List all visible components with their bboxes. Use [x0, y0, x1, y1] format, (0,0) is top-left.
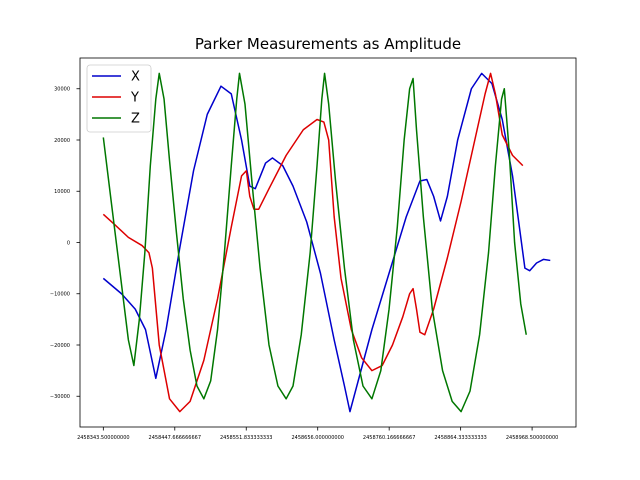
series-line-y: [102, 72, 524, 413]
legend: XYZ: [86, 64, 152, 133]
plot-area: [79, 57, 577, 428]
x-tick-label: 2458551.833333333: [220, 435, 273, 441]
y-tick-label: −20000: [50, 343, 70, 349]
legend-label-y: Y: [130, 91, 139, 106]
y-tick-label: −10000: [50, 292, 70, 298]
x-tick-label: 2458760.166666667: [363, 435, 416, 441]
series-line-x: [102, 72, 551, 413]
x-tick-label: 2458864.333333333: [434, 435, 487, 441]
y-tick-label: −30000: [50, 394, 70, 400]
x-tick-label: 2458968.500000000: [506, 435, 559, 441]
legend-box: [86, 64, 152, 133]
series-layer: [102, 72, 551, 413]
series-line-z: [102, 72, 527, 413]
x-tick-label: 2458343.500000000: [77, 435, 130, 441]
x-tick-label: 2458656.000000000: [291, 435, 344, 441]
y-tick-label: 30000: [54, 87, 70, 93]
y-tick-label: 10000: [54, 189, 70, 195]
y-tick-label: 0: [67, 240, 70, 246]
y-axis: −30000 −20000 −10000 0 10000 20000 30000: [50, 87, 80, 400]
legend-entries: XYZ: [92, 70, 140, 127]
x-axis: 2458343.500000000 2458447.666666667 245855…: [77, 427, 558, 441]
x-tick-label: 2458447.666666667: [149, 435, 202, 441]
legend-label-z: Z: [131, 112, 140, 127]
chart-title: Parker Measurements as Amplitude: [195, 35, 461, 53]
y-tick-label: 20000: [54, 138, 70, 144]
legend-label-x: X: [131, 70, 140, 85]
